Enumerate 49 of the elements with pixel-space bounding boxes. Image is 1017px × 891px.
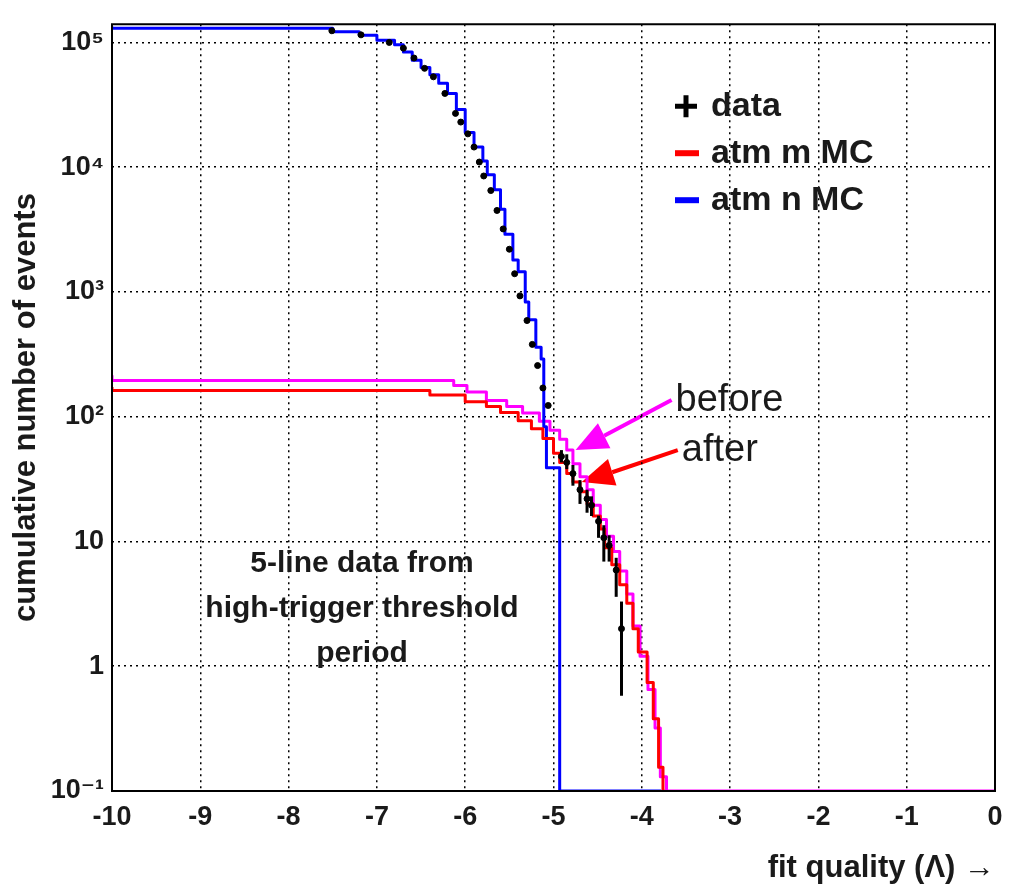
point — [475, 158, 483, 166]
point — [493, 206, 501, 214]
x-tick-label: -4 — [629, 800, 654, 831]
point — [451, 109, 459, 117]
point — [429, 73, 437, 81]
x-axis-title: fit quality (Λ) → — [767, 848, 995, 884]
annotation: before — [675, 376, 784, 419]
point — [328, 27, 336, 35]
point — [385, 38, 393, 46]
point — [487, 187, 495, 195]
point — [534, 362, 542, 370]
point — [480, 172, 488, 180]
annotation: 5-line data from high-trigger threshold period — [205, 545, 519, 669]
x-tick-label: -3 — [718, 800, 743, 831]
point — [410, 54, 418, 62]
point — [523, 317, 531, 325]
point — [544, 402, 552, 409]
point — [539, 384, 547, 392]
y-tick-label: 10⁴ — [60, 150, 104, 181]
y-axis-title: cumulative number of events — [7, 193, 43, 623]
point — [464, 130, 472, 138]
x-tick-label: -6 — [453, 800, 478, 831]
point — [516, 292, 524, 300]
x-tick-label: 0 — [987, 800, 1003, 831]
x-tick-label: -8 — [276, 800, 301, 831]
point — [470, 143, 478, 151]
x-tick-label: -2 — [806, 800, 831, 831]
point — [441, 89, 449, 97]
point — [505, 245, 513, 253]
x-tick-label: -7 — [364, 800, 389, 831]
y-tick-label: 10³ — [64, 275, 104, 306]
point — [457, 118, 465, 126]
x-tick-label: -1 — [894, 800, 919, 831]
y-tick-label: 10⁵ — [61, 25, 104, 56]
legend-label: data — [711, 84, 782, 123]
point — [421, 64, 429, 72]
point — [499, 225, 507, 233]
x-tick-label: -9 — [188, 800, 213, 831]
y-tick-label: 1 — [88, 649, 104, 680]
legend-label: atm n MC — [711, 178, 864, 217]
y-tick-label: 10² — [64, 400, 104, 431]
point — [528, 340, 536, 348]
point — [399, 44, 407, 52]
x-tick-label: -5 — [541, 800, 566, 831]
annotation: after — [681, 426, 759, 469]
legend-label: atm m MC — [711, 131, 874, 170]
y-tick-label: 10 — [73, 524, 104, 555]
point — [357, 31, 365, 39]
point — [511, 270, 519, 278]
